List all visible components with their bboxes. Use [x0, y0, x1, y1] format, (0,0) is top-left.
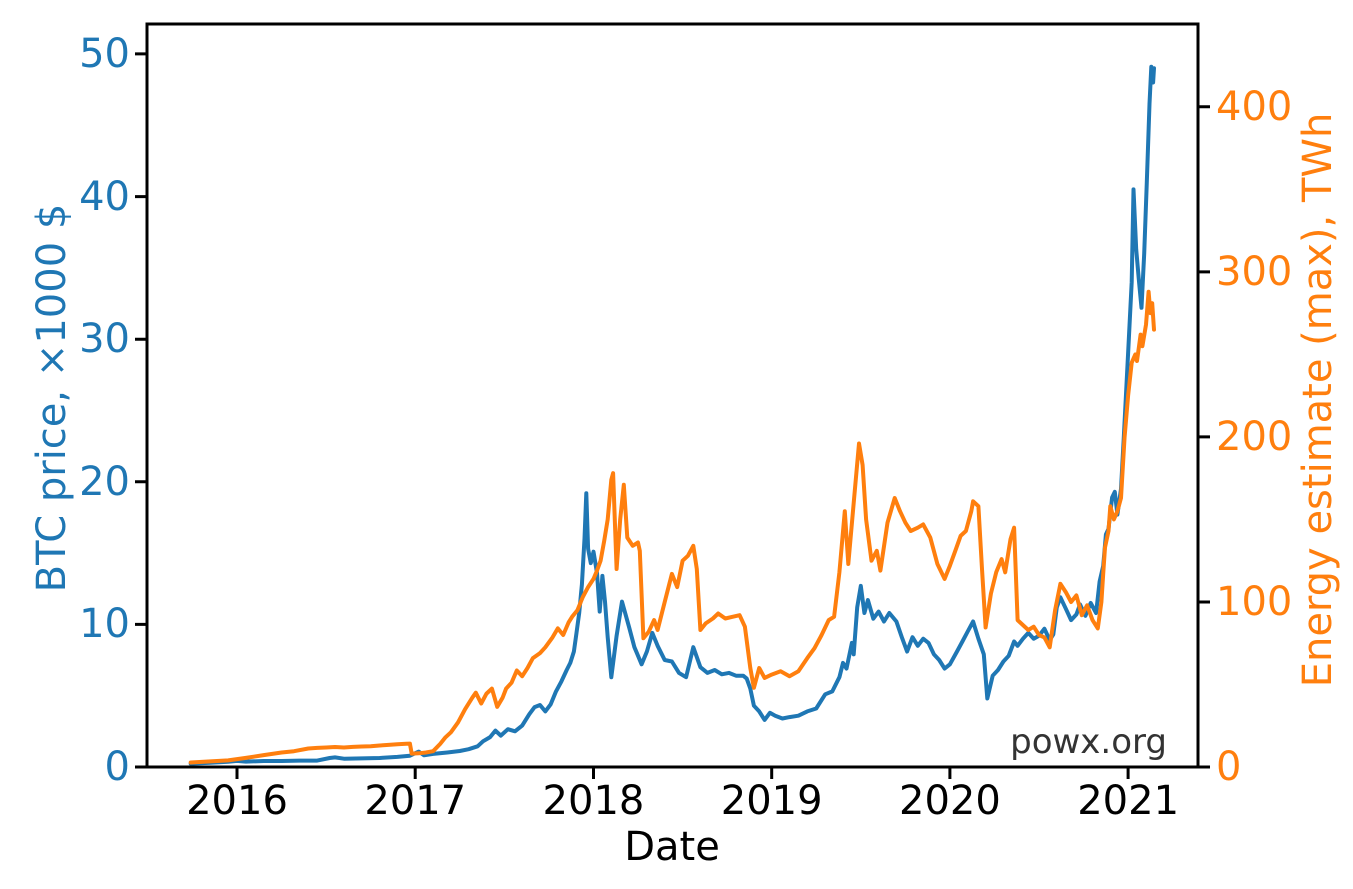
y-left-tick-label: 20 — [79, 458, 130, 505]
y-right-tick-label: 300 — [1216, 248, 1293, 295]
x-tick-label: 2021 — [1077, 778, 1180, 824]
x-tick-label: 2020 — [899, 778, 1001, 824]
x-axis-label: Date — [624, 824, 720, 870]
x-tick-label: 2019 — [720, 778, 823, 824]
x-tick-label: 2016 — [186, 778, 288, 824]
energy-estimate-max--line — [188, 289, 1156, 765]
y-right-tick-label: 0 — [1216, 744, 1242, 790]
y-left-tick-label: 10 — [79, 601, 130, 648]
axis-tick-marks — [135, 52, 1210, 779]
btc-price-line — [188, 64, 1156, 766]
y-axis-label-left: BTC price, ×1000 $ — [29, 203, 75, 593]
y-left-tick-label: 30 — [79, 316, 130, 363]
y-axis-label-right: Energy estimate (max), TWh — [1295, 112, 1341, 688]
y-left-tick-label: 40 — [79, 173, 130, 220]
x-tick-label: 2018 — [542, 778, 645, 824]
y-right-tick-label: 200 — [1216, 413, 1293, 460]
plot-frame — [145, 22, 1200, 769]
y-right-tick-label: 100 — [1216, 578, 1293, 625]
watermark-text: powx.org — [1010, 722, 1167, 762]
y-right-tick-label: 400 — [1216, 83, 1293, 130]
y-left-tick-label: 0 — [104, 744, 130, 790]
x-tick-label: 2017 — [364, 778, 467, 824]
y-left-tick-label: 50 — [79, 30, 130, 77]
